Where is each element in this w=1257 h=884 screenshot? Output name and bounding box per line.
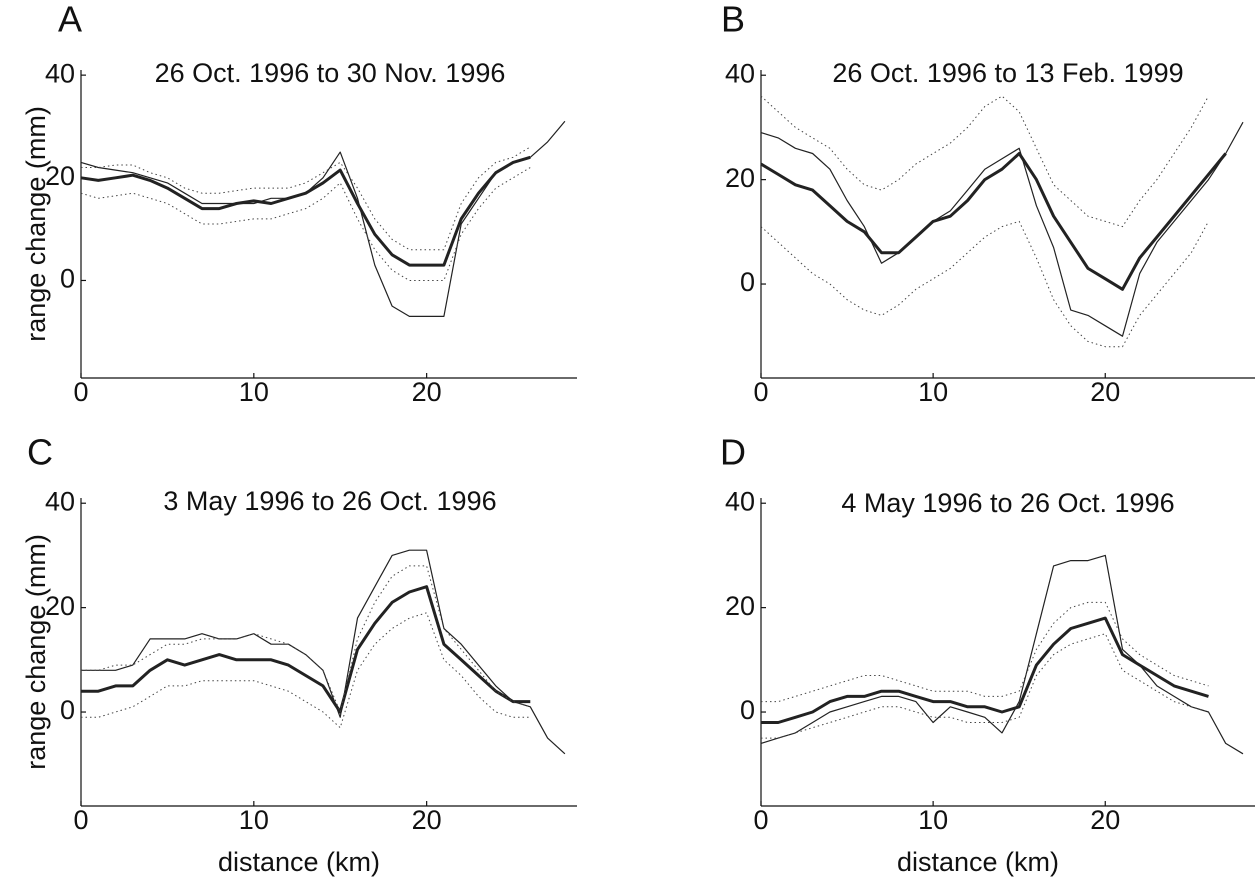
data-line	[80, 167, 531, 281]
x-tick-label: 10	[239, 805, 269, 835]
data-line	[80, 120, 566, 317]
data-line	[760, 152, 1227, 291]
y-tick-label: 40	[725, 58, 755, 88]
x-tick-label: 20	[1090, 377, 1120, 407]
y-tick-label: 0	[60, 695, 75, 725]
x-tick-label: 10	[918, 377, 948, 407]
chart-title: 3 May 1996 to 26 Oct. 1996	[163, 486, 496, 516]
y-tick-label: 0	[60, 264, 75, 294]
data-line	[761, 601, 1209, 703]
x-tick-label: 0	[753, 377, 768, 407]
data-line	[760, 95, 1209, 228]
y-tick-label: 20	[45, 591, 75, 621]
y-tick-label: 40	[45, 58, 75, 88]
data-line	[760, 220, 1209, 348]
chart-title: 26 Oct. 1996 to 30 Nov. 1996	[155, 58, 506, 88]
panel-label: B	[721, 0, 745, 40]
chart-title: 4 May 1996 to 26 Oct. 1996	[841, 488, 1174, 518]
data-line	[760, 121, 1244, 337]
y-axis-label: range change (mm)	[21, 534, 51, 770]
data-line	[760, 554, 1244, 755]
x-tick-label: 0	[73, 805, 88, 835]
data-line	[81, 585, 531, 714]
data-line	[761, 616, 1209, 724]
panel-label: D	[720, 432, 746, 473]
y-axis-label: range change (mm)	[21, 106, 51, 342]
y-tick-label: 20	[725, 591, 755, 621]
y-tick-label: 20	[725, 163, 755, 193]
x-tick-label: 10	[918, 805, 948, 835]
x-axis-label: distance (km)	[897, 847, 1059, 877]
y-tick-label: 0	[740, 267, 755, 297]
panel-label: A	[58, 0, 82, 40]
data-line	[80, 155, 531, 267]
y-tick-label: 0	[740, 695, 755, 725]
data-line	[81, 565, 531, 713]
x-tick-label: 0	[73, 377, 88, 407]
data-line	[761, 633, 1209, 739]
x-tick-label: 20	[412, 377, 442, 407]
chart-title: 26 Oct. 1996 to 13 Feb. 1999	[832, 58, 1183, 88]
data-line	[81, 146, 531, 251]
y-tick-label: 40	[725, 486, 755, 516]
x-axis-label: distance (km)	[218, 847, 380, 877]
x-tick-label: 20	[1090, 805, 1120, 835]
panel-label: C	[27, 432, 53, 473]
x-tick-label: 20	[412, 805, 442, 835]
x-tick-label: 0	[753, 805, 768, 835]
y-tick-label: 40	[45, 486, 75, 516]
data-line	[81, 549, 566, 755]
y-tick-label: 20	[45, 161, 75, 191]
x-tick-label: 10	[239, 377, 269, 407]
